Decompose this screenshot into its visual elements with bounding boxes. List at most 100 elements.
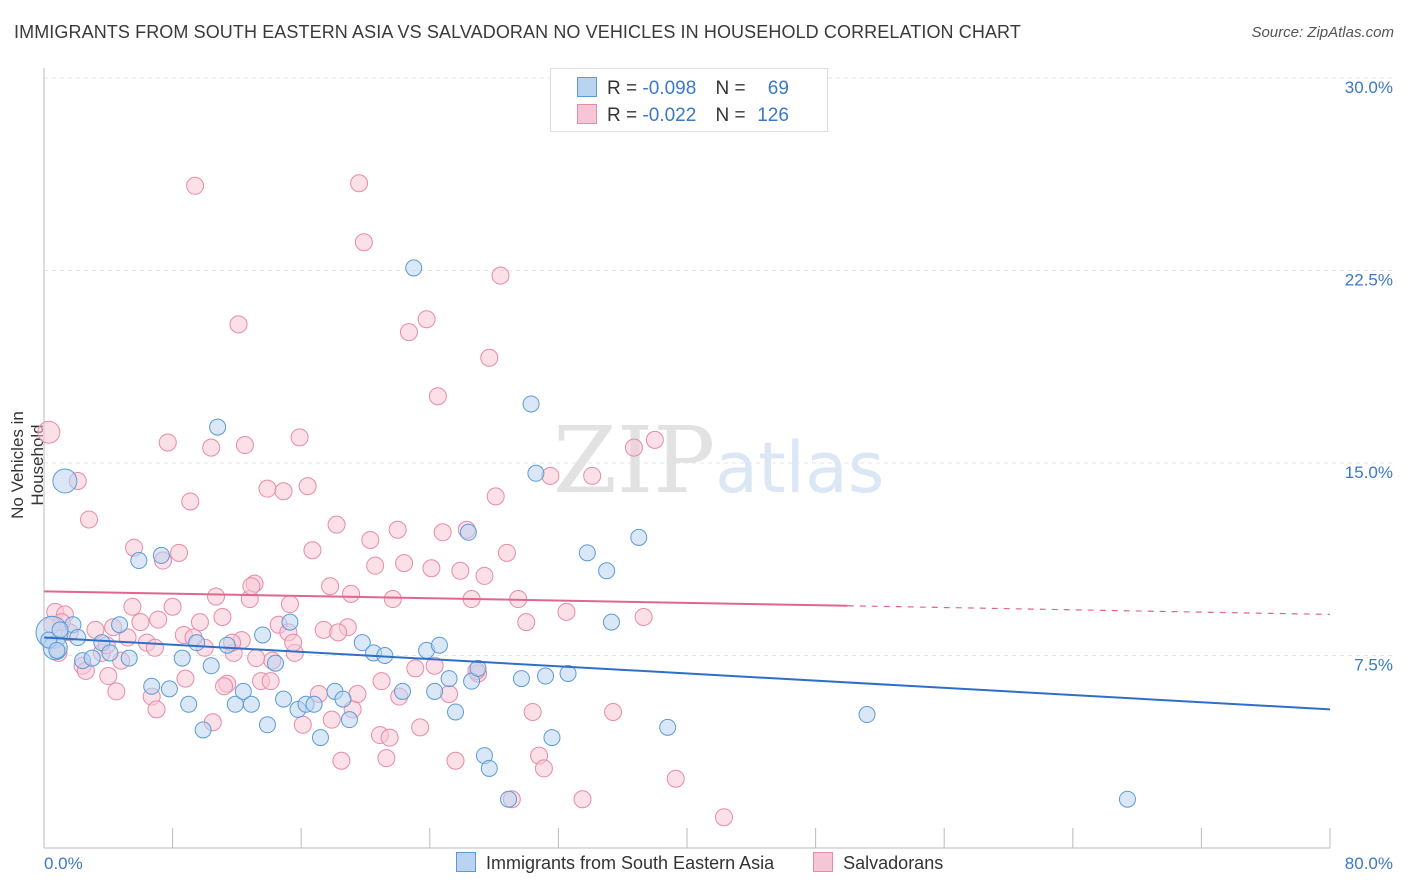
point-immigrants [1118,790,1136,808]
point-salvadorans [280,595,299,614]
point-immigrants [188,634,206,652]
trendline-immigrants [43,636,1331,711]
pink-swatch [577,104,597,124]
point-salvadorans [573,790,592,809]
x-tick-label: 80.0% [1345,854,1393,873]
point-immigrants [69,629,87,647]
legend-label: Immigrants from South Eastern Asia [486,853,775,873]
point-salvadorans [645,430,664,449]
point-salvadorans [170,543,189,562]
point-salvadorans [131,613,150,632]
point-immigrants [447,703,465,721]
point-immigrants [522,395,540,413]
point-salvadorans [440,685,459,703]
point-immigrants [340,711,358,729]
point-salvadorans [377,749,396,768]
point-salvadorans [229,315,248,334]
point-immigrants [480,759,498,777]
point-salvadorans [541,466,560,485]
point-salvadorans [422,559,441,578]
point-salvadorans [497,543,516,562]
point-immigrants [858,706,876,724]
point-immigrants [543,729,561,747]
point-immigrants [111,616,129,634]
point-salvadorans [329,623,348,642]
point-salvadorans [354,233,373,252]
point-immigrants [254,626,272,644]
point-salvadorans [372,672,391,691]
point-salvadorans [158,433,177,452]
point-immigrants [180,695,198,713]
point-salvadorans [380,728,399,747]
point-salvadorans [557,602,576,621]
point-salvadorans [147,700,166,719]
point-salvadorans [480,348,499,367]
point-salvadorans [145,638,164,657]
legend-item-salvadorans: Salvadorans [813,852,943,874]
point-salvadorans [176,669,195,688]
point-immigrants [459,523,477,541]
point-immigrants [258,716,276,734]
point-immigrants [630,528,648,546]
point-immigrants [426,682,444,700]
y-tick-label: 30.0% [1345,78,1393,97]
point-immigrants [173,649,191,667]
point-immigrants [393,682,411,700]
point-salvadorans [213,608,232,626]
point-salvadorans [80,510,99,529]
blue-swatch [456,852,476,872]
point-immigrants [353,634,371,652]
point-immigrants [143,677,161,695]
point-immigrants [527,464,545,482]
legend-label: Salvadorans [843,853,944,873]
point-salvadorans [523,702,542,721]
point-salvadorans [348,685,367,703]
point-salvadorans [258,479,277,498]
point-salvadorans [149,610,168,629]
point-salvadorans [163,597,182,616]
point-salvadorans [383,590,402,609]
r-label: R = [607,105,638,126]
y-tick-label: 22.5% [1345,271,1393,290]
point-immigrants [52,468,78,494]
point-immigrants [659,718,677,736]
point-immigrants [209,418,227,436]
series-legend: Immigrants from South Eastern Asia Salva… [456,852,977,874]
point-salvadorans [624,438,643,457]
point-salvadorans [235,436,254,455]
point-immigrants [559,664,577,682]
r-value: -0.022 [642,105,697,126]
point-salvadorans [274,482,293,501]
point-immigrants [101,644,119,662]
point-salvadorans [583,466,602,485]
point-immigrants [430,636,448,654]
watermark: ZIPatlas [553,407,884,514]
point-salvadorans [321,577,340,596]
point-salvadorans [428,387,447,406]
point-salvadorans [411,718,430,737]
point-salvadorans [406,659,425,678]
point-salvadorans [366,556,385,575]
point-salvadorans [298,477,317,496]
legend-item-immigrants: Immigrants from South Eastern Asia [456,852,774,874]
point-immigrants [218,636,236,654]
point-salvadorans [342,584,361,603]
point-salvadorans [190,613,209,632]
point-immigrants [598,562,616,580]
point-salvadorans [361,531,380,549]
point-immigrants [83,649,101,667]
legend-row-pink: R = -0.022 N = 126 [577,104,789,127]
y-tick-label: 7.5% [1354,656,1393,675]
point-salvadorans [534,759,553,778]
point-salvadorans [517,613,536,632]
point-immigrants [469,659,487,677]
point-salvadorans [322,710,341,729]
point-salvadorans [242,577,261,596]
point-salvadorans [261,672,280,691]
n-value: 126 [757,105,789,126]
point-salvadorans [284,633,303,652]
point-immigrants [334,690,352,708]
point-salvadorans [666,769,685,788]
point-salvadorans [290,428,309,447]
